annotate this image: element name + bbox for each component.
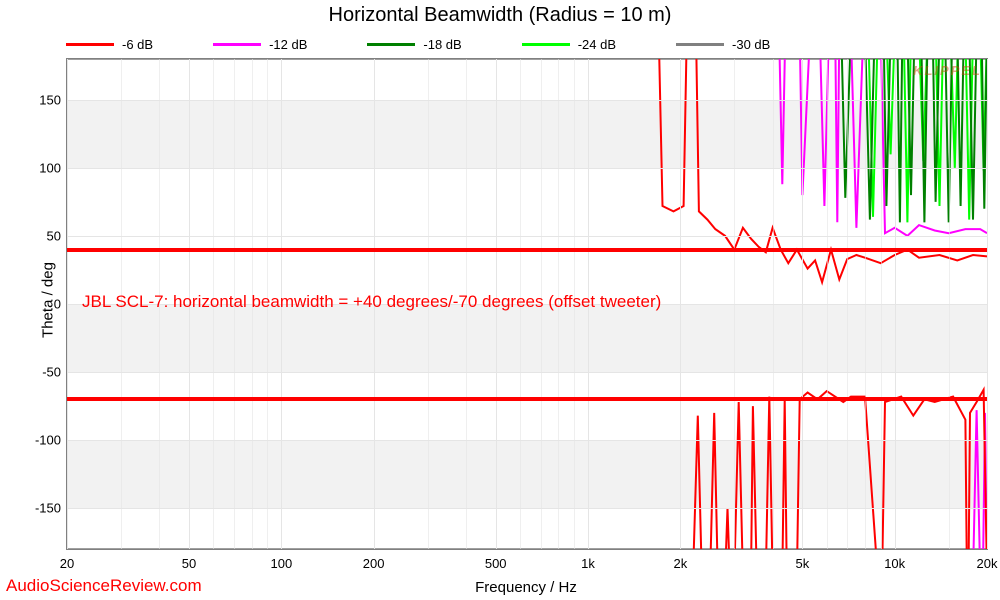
legend-label: -12 dB	[269, 37, 307, 52]
y-tick-label: -150	[25, 501, 61, 516]
reference-line	[67, 248, 987, 252]
gridline-v	[67, 59, 68, 549]
y-axis-label: Theta / deg	[39, 262, 56, 338]
gridline-v-minor	[827, 59, 828, 549]
x-tick-label: 10k	[884, 556, 905, 571]
legend-swatch	[66, 43, 114, 46]
gridline-v-minor	[865, 59, 866, 549]
chart-container: Horizontal Beamwidth (Radius = 10 m) -6 …	[0, 0, 1000, 600]
gridline-h	[67, 508, 987, 509]
y-tick-label: -100	[25, 433, 61, 448]
gridline-v	[895, 59, 896, 549]
gridline-h	[67, 168, 987, 169]
legend-label: -30 dB	[732, 37, 770, 52]
gridline-v-minor	[734, 59, 735, 549]
gridline-h	[67, 440, 987, 441]
gridline-v	[802, 59, 803, 549]
y-tick-label: 100	[25, 160, 61, 175]
reference-line	[67, 397, 987, 401]
legend: -6 dB -12 dB -18 dB -24 dB -30 dB	[66, 34, 986, 54]
y-tick-label: 150	[25, 92, 61, 107]
x-axis-label: Frequency / Hz	[66, 579, 986, 596]
legend-swatch	[367, 43, 415, 46]
gridline-v-minor	[949, 59, 950, 549]
x-tick-label: 1k	[581, 556, 595, 571]
legend-item: -6 dB	[66, 37, 153, 52]
legend-item: -30 dB	[676, 37, 770, 52]
legend-item: -12 dB	[213, 37, 307, 52]
legend-swatch	[213, 43, 261, 46]
x-tick-label: 20	[60, 556, 74, 571]
legend-swatch	[676, 43, 724, 46]
x-tick-label: 50	[182, 556, 196, 571]
legend-swatch	[522, 43, 570, 46]
gridline-v-minor	[881, 59, 882, 549]
x-tick-label: 500	[485, 556, 507, 571]
gridline-h	[67, 100, 987, 101]
gridline-v-minor	[847, 59, 848, 549]
legend-label: -24 dB	[578, 37, 616, 52]
series-trace	[693, 390, 987, 576]
y-tick-label: 50	[25, 228, 61, 243]
x-tick-label: 200	[363, 556, 385, 571]
gridline-h	[67, 372, 987, 373]
gridline-v	[680, 59, 681, 549]
x-tick-label: 2k	[673, 556, 687, 571]
legend-label: -6 dB	[122, 37, 153, 52]
gridline-h	[67, 236, 987, 237]
annotation-text: JBL SCL-7: horizontal beamwidth = +40 de…	[82, 292, 661, 312]
chart-title: Horizontal Beamwidth (Radius = 10 m)	[0, 4, 1000, 27]
gridline-v	[987, 59, 988, 549]
asr-watermark: AudioScienceReview.com	[6, 576, 202, 596]
x-tick-label: 20k	[977, 556, 998, 571]
x-tick-label: 5k	[795, 556, 809, 571]
legend-label: -18 dB	[423, 37, 461, 52]
legend-item: -24 dB	[522, 37, 616, 52]
gridline-v-minor	[773, 59, 774, 549]
y-tick-label: -50	[25, 365, 61, 380]
x-tick-label: 100	[270, 556, 292, 571]
legend-item: -18 dB	[367, 37, 461, 52]
